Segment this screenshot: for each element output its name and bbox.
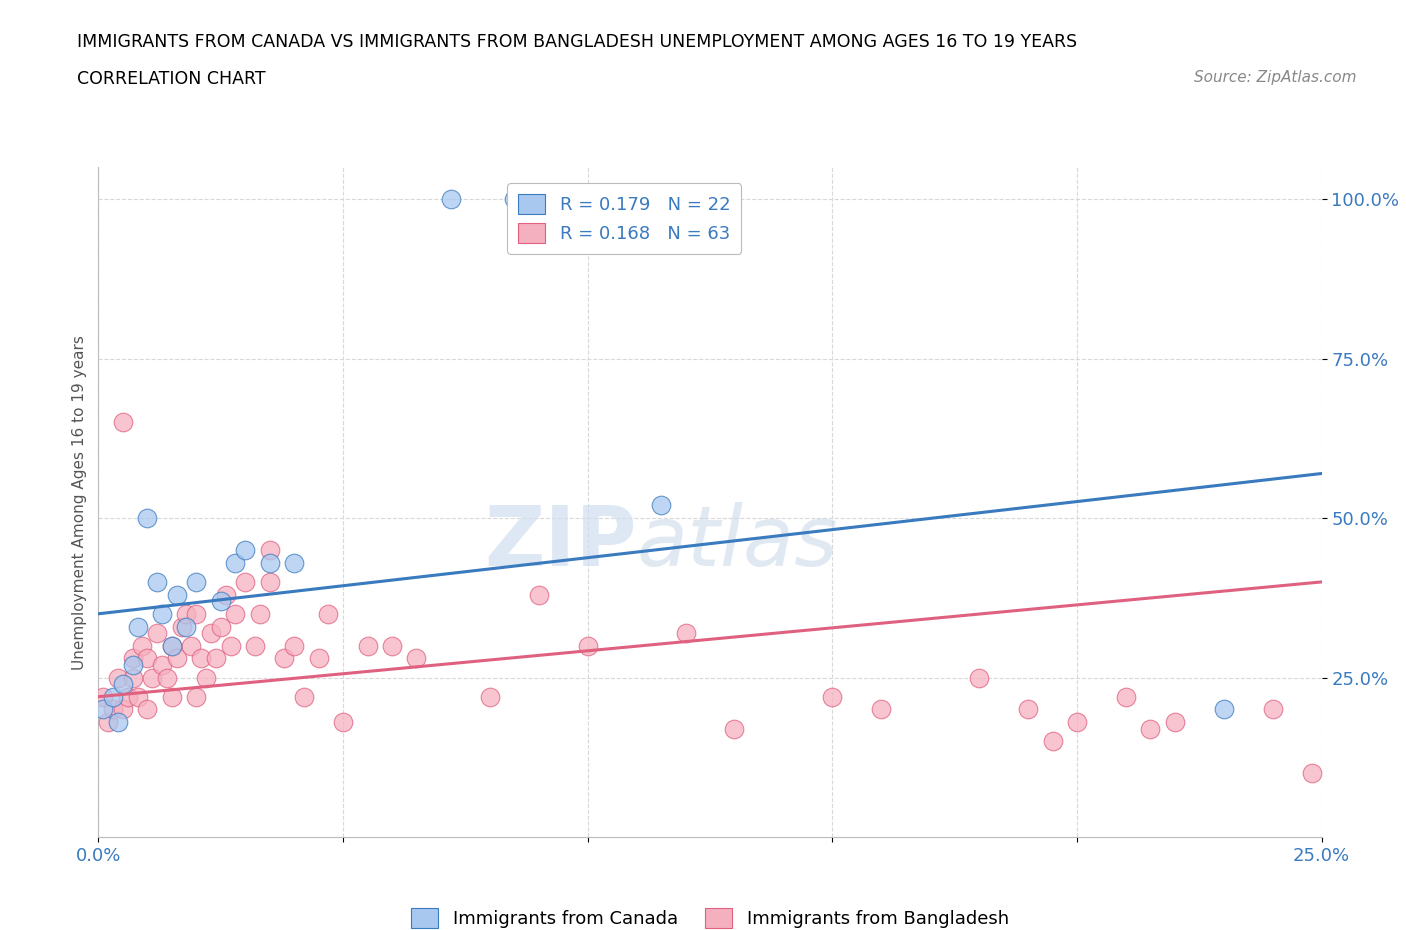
Point: [107, 715, 129, 730]
Point: [1115, 689, 1137, 704]
Point: [176, 606, 198, 621]
Point: [176, 619, 198, 634]
Point: [1164, 715, 1187, 730]
Point: [356, 638, 378, 653]
Point: [146, 575, 169, 590]
Text: CORRELATION CHART: CORRELATION CHART: [77, 70, 266, 87]
Point: [121, 651, 143, 666]
Point: [650, 498, 672, 512]
Point: [675, 626, 697, 641]
Text: ZIP: ZIP: [484, 502, 637, 583]
Point: [136, 511, 159, 525]
Point: [1301, 765, 1323, 780]
Point: [292, 689, 315, 704]
Point: [97, 715, 120, 730]
Point: [219, 638, 242, 653]
Point: [478, 689, 501, 704]
Point: [1139, 721, 1161, 736]
Point: [150, 606, 173, 621]
Point: [101, 702, 124, 717]
Point: [107, 671, 129, 685]
Point: [111, 415, 134, 430]
Point: [166, 651, 188, 666]
Point: [117, 689, 139, 704]
Point: [576, 638, 599, 653]
Point: [249, 606, 271, 621]
Point: [209, 619, 232, 634]
Point: [259, 575, 281, 590]
Point: [503, 192, 526, 206]
Point: [308, 651, 330, 666]
Point: [259, 542, 281, 557]
Point: [381, 638, 404, 653]
Point: [259, 555, 281, 570]
Point: [121, 671, 143, 685]
Text: IMMIGRANTS FROM CANADA VS IMMIGRANTS FROM BANGLADESH UNEMPLOYMENT AMONG AGES 16 : IMMIGRANTS FROM CANADA VS IMMIGRANTS FRO…: [77, 33, 1077, 50]
Y-axis label: Unemployment Among Ages 16 to 19 years: Unemployment Among Ages 16 to 19 years: [72, 335, 87, 670]
Legend: Immigrants from Canada, Immigrants from Bangladesh: Immigrants from Canada, Immigrants from …: [404, 901, 1017, 930]
Point: [160, 638, 183, 653]
Point: [233, 542, 256, 557]
Text: Source: ZipAtlas.com: Source: ZipAtlas.com: [1194, 70, 1357, 85]
Point: [146, 626, 169, 641]
Point: [870, 702, 893, 717]
Point: [283, 638, 305, 653]
Point: [332, 715, 354, 730]
Point: [1261, 702, 1284, 717]
Point: [150, 658, 173, 672]
Point: [440, 192, 463, 206]
Point: [121, 658, 143, 672]
Point: [200, 626, 222, 641]
Point: [127, 619, 149, 634]
Point: [527, 587, 550, 602]
Point: [283, 555, 305, 570]
Point: [111, 702, 134, 717]
Point: [91, 702, 114, 717]
Point: [205, 651, 228, 666]
Point: [156, 671, 179, 685]
Point: [405, 651, 427, 666]
Point: [186, 575, 208, 590]
Point: [160, 689, 183, 704]
Point: [209, 593, 232, 608]
Point: [186, 689, 208, 704]
Text: atlas: atlas: [637, 502, 838, 583]
Point: [141, 671, 163, 685]
Point: [318, 606, 340, 621]
Point: [224, 555, 246, 570]
Point: [111, 676, 134, 691]
Point: [127, 689, 149, 704]
Point: [224, 606, 246, 621]
Point: [233, 575, 256, 590]
Point: [186, 606, 208, 621]
Point: [214, 587, 236, 602]
Point: [243, 638, 266, 653]
Point: [166, 587, 188, 602]
Point: [1042, 734, 1064, 749]
Point: [967, 671, 990, 685]
Point: [821, 689, 844, 704]
Point: [131, 638, 153, 653]
Point: [1017, 702, 1039, 717]
Point: [136, 651, 159, 666]
Point: [1212, 702, 1234, 717]
Point: [160, 638, 183, 653]
Point: [91, 689, 114, 704]
Point: [170, 619, 193, 634]
Point: [101, 689, 124, 704]
Point: [190, 651, 212, 666]
Point: [136, 702, 159, 717]
Point: [723, 721, 745, 736]
Point: [195, 671, 218, 685]
Point: [1066, 715, 1088, 730]
Point: [273, 651, 295, 666]
Point: [180, 638, 202, 653]
